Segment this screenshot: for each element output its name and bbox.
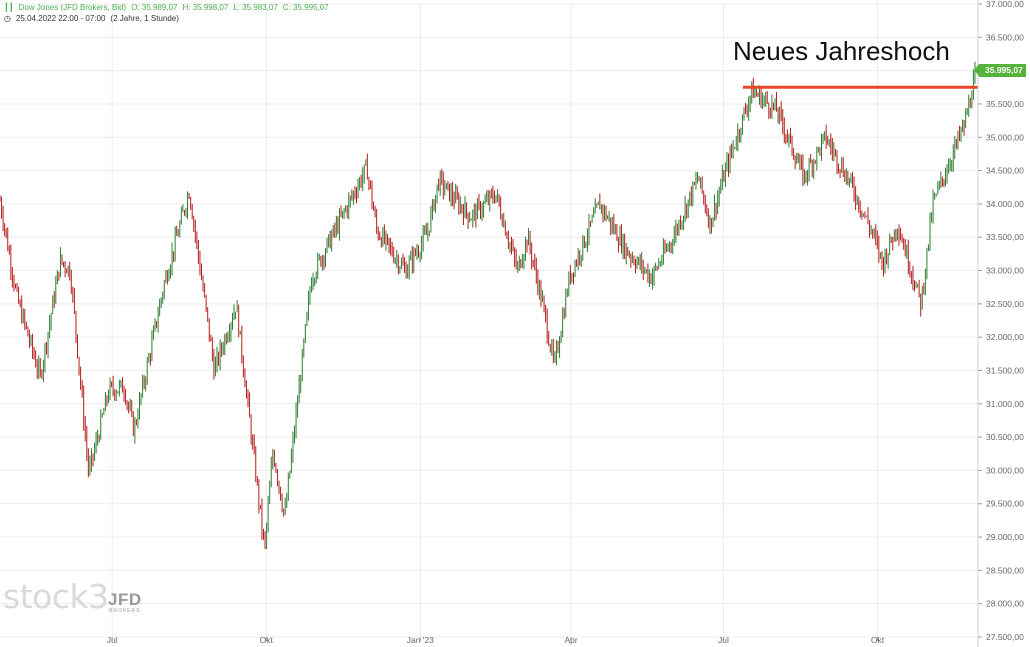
annotation-text: Neues Jahreshoch xyxy=(733,36,950,66)
candlestick-icon: ┃┃ xyxy=(4,3,14,12)
y-tick-label: 34.500,00 xyxy=(986,166,1024,176)
y-tick-label: 30.500,00 xyxy=(986,432,1024,442)
ohlc-bars xyxy=(0,61,976,550)
chart-grid xyxy=(0,3,978,638)
low-value: L: 35.983,07 xyxy=(233,3,278,12)
chart-header: ┃┃ Dow Jones (JFD Brokers, Bid) O: 35.989,… xyxy=(4,3,334,12)
high-value: H: 35.998,07 xyxy=(182,3,229,12)
stock3-logo: stock3 xyxy=(3,577,109,616)
instrument-name: Dow Jones (JFD Brokers, Bid) xyxy=(18,3,127,12)
clock-icon: ◷ xyxy=(4,14,11,23)
x-axis: Jul Okt Jan '23 Apr Jul Okt xyxy=(107,635,885,645)
x-tick-label: Jul xyxy=(107,635,118,645)
y-tick-label: 36.500,00 xyxy=(986,32,1024,42)
open-value: O: 35.989,07 xyxy=(131,3,178,12)
y-tick-label: 27.500,00 xyxy=(986,632,1024,642)
y-tick-label: 34.000,00 xyxy=(986,199,1024,209)
jfd-logo: JFD xyxy=(108,590,142,609)
y-tick-label: 30.000,00 xyxy=(986,465,1024,475)
y-tick-label: 31.500,00 xyxy=(986,365,1024,375)
y-tick-label: 32.500,00 xyxy=(986,299,1024,309)
y-tick-label: 29.500,00 xyxy=(986,499,1024,509)
chart-period: ◷ 25.04.2022 22:00 - 07:00 (2 Jahre, 1 Stu… xyxy=(4,14,184,23)
y-tick-label: 28.500,00 xyxy=(986,565,1024,575)
y-tick-label: 35.500,00 xyxy=(986,99,1024,109)
y-tick-label: 28.000,00 xyxy=(986,599,1024,609)
y-tick-label: 31.000,00 xyxy=(986,399,1024,409)
close-value: C: 35.995,07 xyxy=(282,3,329,12)
y-tick-label: 37.000,00 xyxy=(986,0,1024,9)
last-price-tag: 35.995,07 xyxy=(974,64,1026,77)
y-tick-label: 33.500,00 xyxy=(986,232,1024,242)
y-tick-label: 32.000,00 xyxy=(986,332,1024,342)
x-tick-label: Apr xyxy=(564,635,577,645)
y-tick-label: 29.000,00 xyxy=(986,532,1024,542)
x-tick-label: Jul xyxy=(718,635,729,645)
x-tick-label: Okt xyxy=(260,635,274,645)
x-tick-label: Okt xyxy=(871,635,885,645)
x-tick-label: Jan '23 xyxy=(407,635,434,645)
range-text: (2 Jahre, 1 Stunde) xyxy=(110,14,179,23)
y-axis: 37.000,0036.500,0036.000,0035.500,0035.0… xyxy=(977,0,1024,647)
period-text: 25.04.2022 22:00 - 07:00 xyxy=(15,14,106,23)
y-tick-label: 35.000,00 xyxy=(986,132,1024,142)
y-tick-label: 33.000,00 xyxy=(986,266,1024,276)
jfd-logo-sub: BROKERS xyxy=(109,608,141,614)
